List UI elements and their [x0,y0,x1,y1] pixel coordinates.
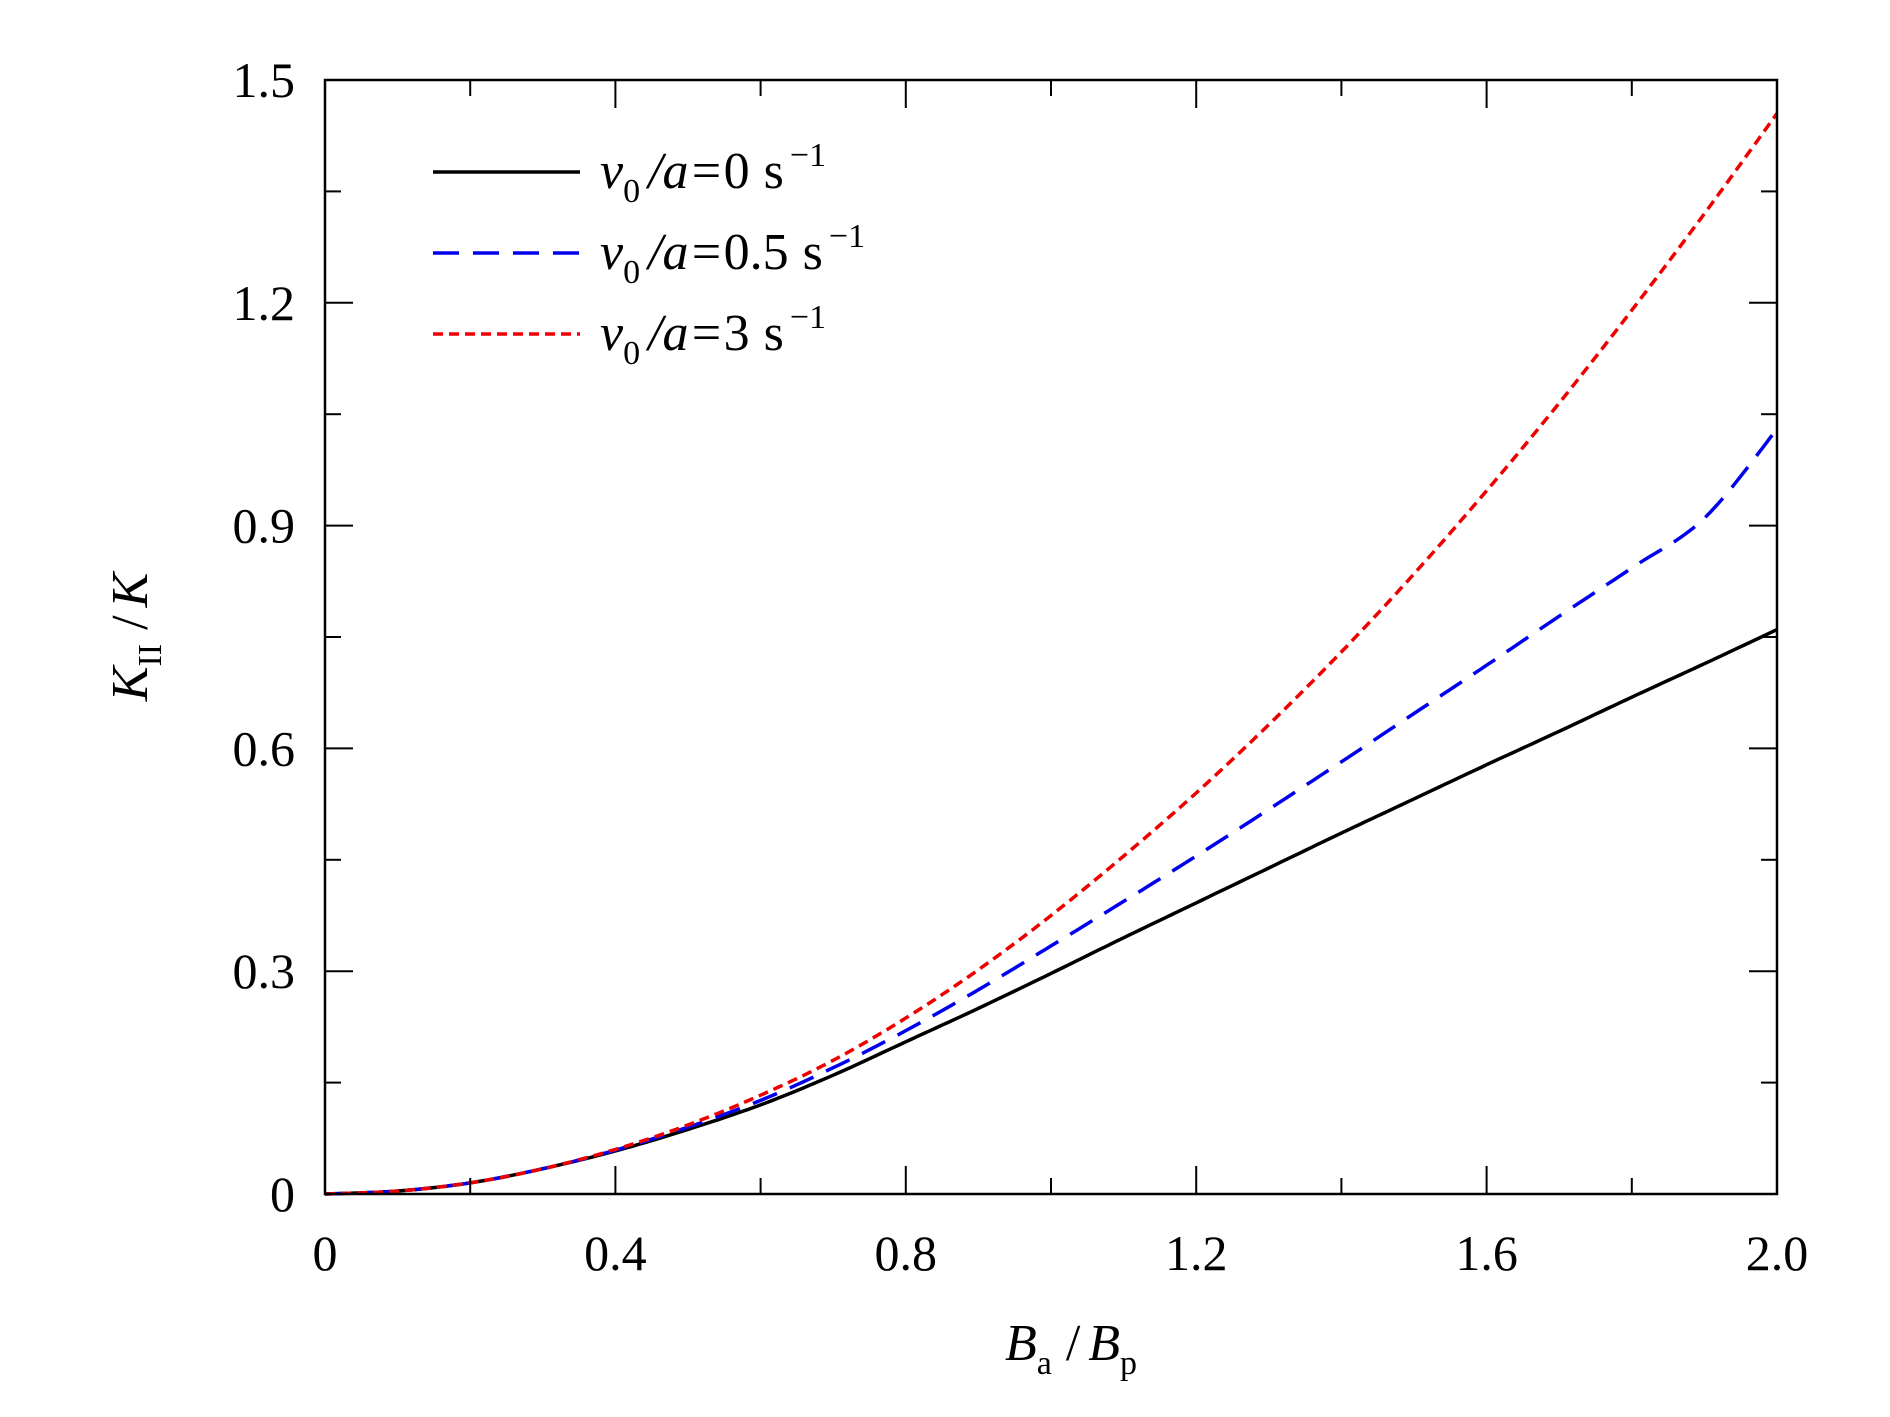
legend-label-part: v [600,224,624,281]
legend-label-part: 3 [724,305,750,362]
legend-label-part: s [764,143,784,200]
x-axis-title: Ba / Bp [1005,1315,1137,1382]
x-axis-title-sub1: a [1037,1345,1052,1382]
y-axis-title-sub1: II [132,644,169,667]
legend-label-part: s [803,224,823,281]
x-tick-label: 1.2 [1165,1225,1228,1281]
y-axis-title-main2: K [102,570,159,608]
legend-label-part: 0 [623,173,640,210]
legend-label-0: v0/a=0 s −1 [600,137,826,210]
legend-label-2: v0/a=3 s −1 [600,299,826,372]
legend-label-part: s [764,305,784,362]
legend: v0/a=0 s −1v0/a=0.5 s −1v0/a=3 s −1 [433,137,865,372]
x-axis-title-main: B [1005,1315,1037,1372]
x-tick-label: 0.4 [584,1225,647,1281]
legend-label-part: −1 [790,137,826,174]
legend-label-1: v0/a=0.5 s −1 [600,218,865,291]
y-tick-label: 0 [270,1166,295,1222]
x-axis-title-main2: B [1088,1315,1120,1372]
y-tick-label: 1.5 [233,52,296,108]
x-tick-label: 1.6 [1455,1225,1518,1281]
legend-label-part: 0.5 [724,224,789,281]
legend-label-part: 0 [724,143,750,200]
legend-label-part: v [600,143,624,200]
series-line-2 [324,112,1779,1196]
legend-label-part: 0 [623,335,640,372]
legend-label-part: −1 [790,299,826,336]
y-tick-label: 1.2 [233,275,296,331]
x-tick-label: 0 [313,1225,338,1281]
y-tick-label: 0.6 [233,720,296,776]
x-axis-title-sub2: p [1120,1345,1137,1382]
series-layer [324,112,1779,1196]
x-axis-title-sep: / [1066,1315,1081,1372]
y-axis-title-main: K [102,664,159,702]
legend-label-part: v [600,305,624,362]
y-tick-label: 0.9 [233,498,296,554]
legend-label-part: /a= [645,305,724,362]
legend-label-part: /a= [645,143,724,200]
y-axis-title-sep: / [102,615,159,630]
tick-labels-layer: 0 0.4 0.8 1.2 1.6 2.0 0 0.3 0.6 0.9 1.2 1.5 [233,52,1809,1281]
ticks-layer [324,79,1778,1195]
y-axis-title: KII/K [102,570,169,702]
x-tick-label: 2.0 [1746,1225,1809,1281]
x-tick-label: 0.8 [875,1225,938,1281]
legend-label-part: /a= [645,224,724,281]
legend-label-part: 0 [623,254,640,291]
legend-label-part: −1 [829,218,865,255]
y-tick-label: 0.3 [233,943,296,999]
